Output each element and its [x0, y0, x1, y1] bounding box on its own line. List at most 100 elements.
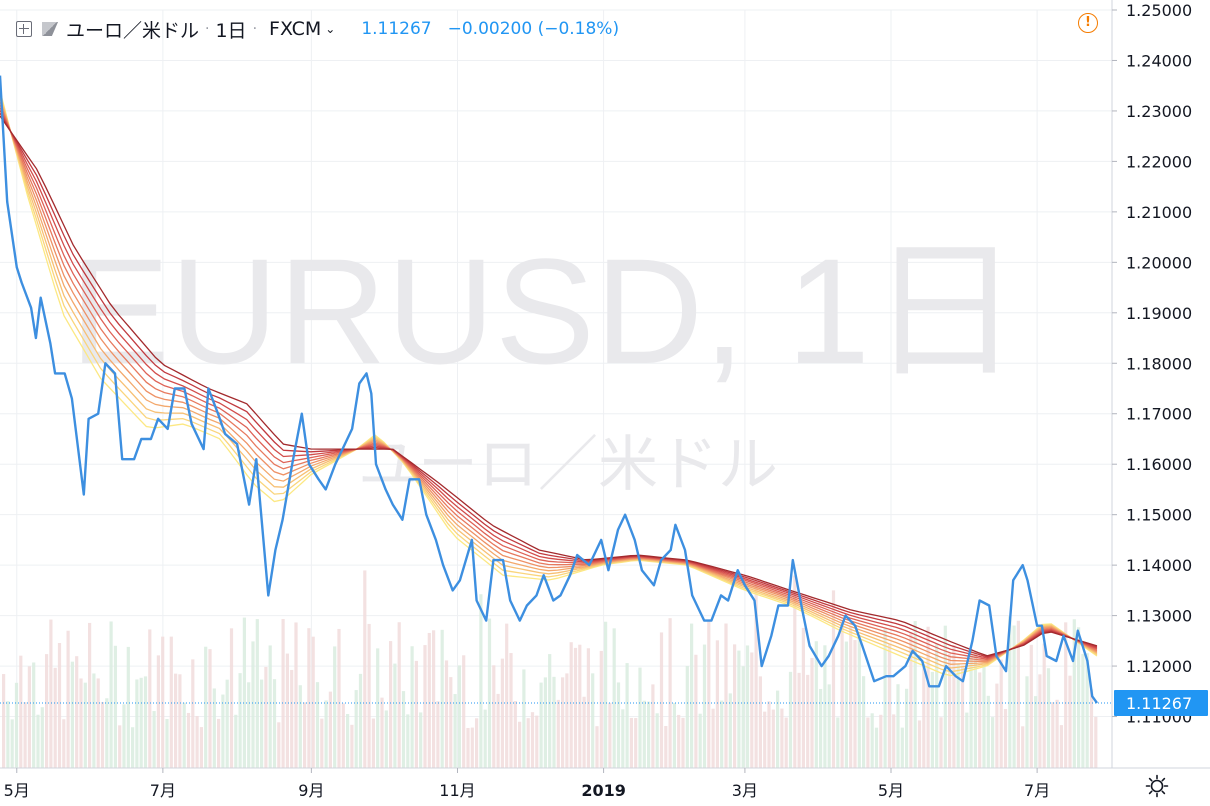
volume-bar — [505, 623, 509, 768]
volume-bar — [100, 701, 105, 768]
volume-bar — [27, 666, 31, 768]
volume-bar — [909, 631, 913, 768]
volume-bar — [229, 628, 234, 768]
volume-bar — [857, 635, 861, 768]
chart-watermark: EURUSD, 1日 ユーロ／米ドル — [70, 227, 1020, 500]
volume-bar — [96, 678, 100, 768]
volume-bar — [337, 628, 341, 768]
settings-icon[interactable] — [1145, 774, 1169, 798]
volume-bar — [251, 641, 255, 768]
volume-bar — [135, 679, 139, 768]
volume-bar — [758, 676, 762, 768]
volume-bar — [982, 665, 986, 768]
volume-bar — [930, 671, 934, 768]
volume-bar — [896, 684, 900, 768]
flag-icon — [42, 22, 58, 36]
volume-bar — [453, 694, 457, 768]
volume-bar — [475, 718, 479, 768]
volume-bar — [698, 713, 702, 768]
volume-bar — [88, 622, 92, 768]
volume-bar — [483, 709, 487, 768]
volume-bar — [401, 691, 406, 768]
volume-bar — [311, 636, 315, 768]
chevron-down-icon[interactable]: ⌄ — [325, 22, 336, 36]
volume-bar — [1055, 699, 1059, 768]
volume-bar — [204, 646, 208, 768]
volume-bar — [1025, 676, 1029, 768]
ma-ribbon-line — [0, 104, 1098, 661]
volume-bar — [840, 619, 844, 768]
volume-bar — [384, 710, 388, 768]
volume-bar — [969, 650, 973, 768]
volume-bar — [586, 648, 590, 768]
volume-bar — [182, 702, 186, 768]
volume-bar — [371, 718, 375, 768]
volume-bar — [10, 719, 14, 768]
volume-bar — [1046, 668, 1051, 768]
volume-bar — [1068, 675, 1072, 768]
volume-bar — [1038, 674, 1042, 768]
price-tick-label: 1.24000 — [1126, 51, 1192, 70]
volume-bar — [978, 672, 982, 768]
volume-bar — [625, 663, 629, 768]
volume-bar — [36, 714, 40, 768]
price-tick-label: 1.13000 — [1126, 607, 1192, 626]
ma-ribbon-line — [0, 107, 1098, 660]
price-tick-label: 1.14000 — [1126, 556, 1192, 575]
volume-bar — [913, 621, 917, 768]
volume-bar — [518, 721, 522, 768]
volume-bar — [161, 636, 165, 768]
time-tick-label: 9月 — [298, 781, 324, 800]
volume-bar — [148, 629, 152, 768]
symbol-name[interactable]: ユーロ／米ドル — [66, 19, 200, 42]
volume-bar — [917, 720, 922, 768]
volume-bar — [578, 644, 582, 768]
volume-bar — [281, 619, 285, 768]
volume-bar — [294, 622, 298, 768]
volume-bar — [844, 641, 848, 768]
alert-icon[interactable]: ! — [1078, 13, 1098, 33]
volume-bar — [298, 685, 302, 768]
volume-bar — [328, 691, 332, 768]
interval-label[interactable]: 1日 — [215, 19, 247, 42]
volume-bar — [986, 695, 990, 768]
volume-bar — [432, 630, 436, 768]
volume-bar — [70, 661, 74, 768]
volume-bar — [1072, 619, 1076, 768]
time-axis[interactable]: 5月 7月 9月 11月 2019 3月 5月 7月 — [0, 767, 1210, 800]
add-symbol-icon[interactable] — [16, 21, 32, 37]
time-tick-label: 7月 — [150, 781, 176, 800]
volume-bar — [1021, 726, 1025, 768]
volume-bar — [156, 655, 160, 768]
volume-bar — [260, 679, 264, 768]
volume-bar — [427, 632, 431, 768]
chart-header: ユーロ／米ドル · 1日 · FXCM ⌄ 1.11267 −0.00200 (… — [16, 14, 619, 44]
volume-bar — [552, 676, 556, 768]
volume-bar — [66, 630, 70, 768]
volume-bar — [754, 581, 758, 768]
volume-bar — [62, 719, 66, 768]
exchange-label[interactable]: FXCM — [269, 18, 322, 40]
volume-bar — [849, 626, 853, 768]
volume-bar — [1085, 653, 1089, 768]
volume-bar — [122, 704, 126, 768]
volume-bar — [672, 703, 676, 768]
volume-bar — [1051, 702, 1055, 768]
volume-bar — [836, 717, 840, 768]
volume-bar — [49, 619, 53, 768]
volume-bar — [733, 644, 737, 768]
volume-bar — [363, 570, 367, 768]
volume-bar — [500, 658, 504, 768]
volume-bar — [389, 641, 393, 768]
volume-bar — [956, 664, 960, 768]
price-axis[interactable]: 1.25000 1.24000 1.23000 1.22000 1.21000 1.200… — [1111, 0, 1208, 768]
volume-bar — [806, 674, 810, 768]
volume-bar — [285, 653, 289, 768]
volume-bar — [1064, 622, 1068, 768]
volume-bar — [53, 667, 57, 768]
volume-bar — [582, 696, 586, 768]
volume-bar — [1077, 627, 1081, 768]
last-price-quote: 1.11267 — [361, 19, 432, 39]
volume-bar — [745, 645, 750, 768]
